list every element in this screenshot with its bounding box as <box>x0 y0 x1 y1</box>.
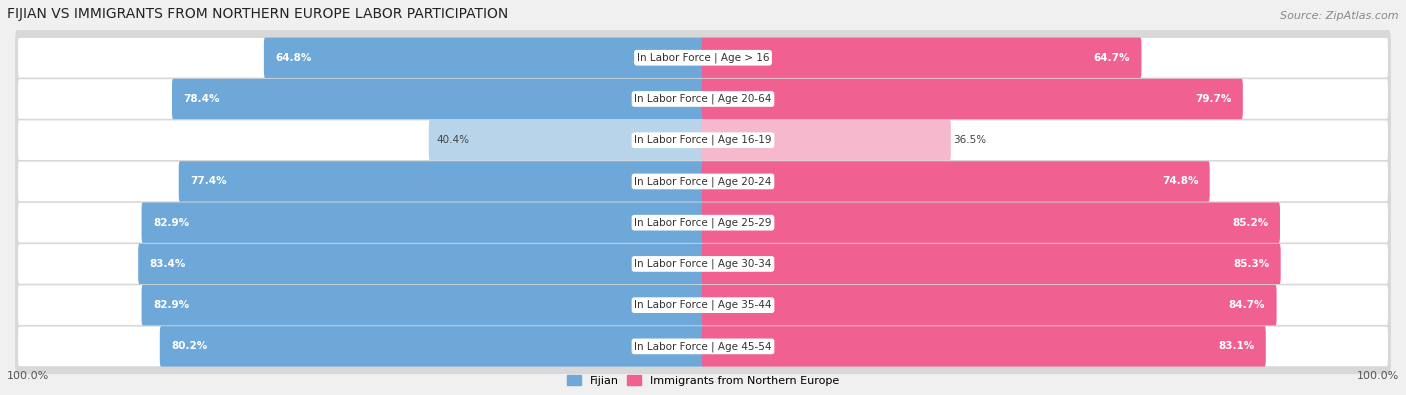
FancyBboxPatch shape <box>702 326 1265 367</box>
Text: In Labor Force | Age 45-54: In Labor Force | Age 45-54 <box>634 341 772 352</box>
FancyBboxPatch shape <box>160 326 704 367</box>
Text: In Labor Force | Age > 16: In Labor Force | Age > 16 <box>637 53 769 63</box>
Text: 83.1%: 83.1% <box>1218 341 1254 352</box>
FancyBboxPatch shape <box>18 38 1388 77</box>
FancyBboxPatch shape <box>138 244 704 284</box>
FancyBboxPatch shape <box>15 236 1391 292</box>
FancyBboxPatch shape <box>142 285 704 325</box>
Text: 74.8%: 74.8% <box>1161 177 1198 186</box>
Text: 82.9%: 82.9% <box>153 300 188 310</box>
FancyBboxPatch shape <box>15 113 1391 168</box>
FancyBboxPatch shape <box>18 327 1388 366</box>
Text: 100.0%: 100.0% <box>7 371 49 381</box>
Text: In Labor Force | Age 16-19: In Labor Force | Age 16-19 <box>634 135 772 145</box>
Text: 79.7%: 79.7% <box>1195 94 1232 104</box>
Text: 77.4%: 77.4% <box>190 177 226 186</box>
Text: 82.9%: 82.9% <box>153 218 188 228</box>
FancyBboxPatch shape <box>15 30 1391 85</box>
FancyBboxPatch shape <box>18 203 1388 243</box>
Text: In Labor Force | Age 20-64: In Labor Force | Age 20-64 <box>634 94 772 104</box>
FancyBboxPatch shape <box>18 285 1388 325</box>
Text: In Labor Force | Age 25-29: In Labor Force | Age 25-29 <box>634 217 772 228</box>
Text: In Labor Force | Age 35-44: In Labor Force | Age 35-44 <box>634 300 772 310</box>
FancyBboxPatch shape <box>15 71 1391 127</box>
FancyBboxPatch shape <box>18 120 1388 160</box>
Text: 64.7%: 64.7% <box>1094 53 1130 63</box>
FancyBboxPatch shape <box>702 203 1279 243</box>
Text: In Labor Force | Age 30-34: In Labor Force | Age 30-34 <box>634 259 772 269</box>
Text: 85.3%: 85.3% <box>1233 259 1270 269</box>
Text: 64.8%: 64.8% <box>276 53 312 63</box>
Text: 80.2%: 80.2% <box>172 341 208 352</box>
FancyBboxPatch shape <box>15 278 1391 333</box>
Text: FIJIAN VS IMMIGRANTS FROM NORTHERN EUROPE LABOR PARTICIPATION: FIJIAN VS IMMIGRANTS FROM NORTHERN EUROP… <box>7 7 508 21</box>
FancyBboxPatch shape <box>15 319 1391 374</box>
FancyBboxPatch shape <box>702 38 1142 78</box>
FancyBboxPatch shape <box>264 38 704 78</box>
FancyBboxPatch shape <box>15 195 1391 250</box>
FancyBboxPatch shape <box>702 244 1281 284</box>
FancyBboxPatch shape <box>18 244 1388 284</box>
Text: 78.4%: 78.4% <box>183 94 219 104</box>
Text: Source: ZipAtlas.com: Source: ZipAtlas.com <box>1281 11 1399 21</box>
Text: 40.4%: 40.4% <box>437 135 470 145</box>
Text: 85.2%: 85.2% <box>1233 218 1268 228</box>
Text: 83.4%: 83.4% <box>149 259 186 269</box>
FancyBboxPatch shape <box>172 79 704 119</box>
FancyBboxPatch shape <box>702 120 950 160</box>
Text: 84.7%: 84.7% <box>1229 300 1265 310</box>
FancyBboxPatch shape <box>702 79 1243 119</box>
Text: In Labor Force | Age 20-24: In Labor Force | Age 20-24 <box>634 176 772 187</box>
FancyBboxPatch shape <box>702 285 1277 325</box>
Legend: Fijian, Immigrants from Northern Europe: Fijian, Immigrants from Northern Europe <box>562 371 844 390</box>
FancyBboxPatch shape <box>18 162 1388 201</box>
FancyBboxPatch shape <box>702 161 1209 202</box>
FancyBboxPatch shape <box>18 79 1388 119</box>
Text: 100.0%: 100.0% <box>1357 371 1399 381</box>
Text: 36.5%: 36.5% <box>953 135 986 145</box>
FancyBboxPatch shape <box>142 203 704 243</box>
FancyBboxPatch shape <box>429 120 704 160</box>
FancyBboxPatch shape <box>179 161 704 202</box>
FancyBboxPatch shape <box>15 154 1391 209</box>
